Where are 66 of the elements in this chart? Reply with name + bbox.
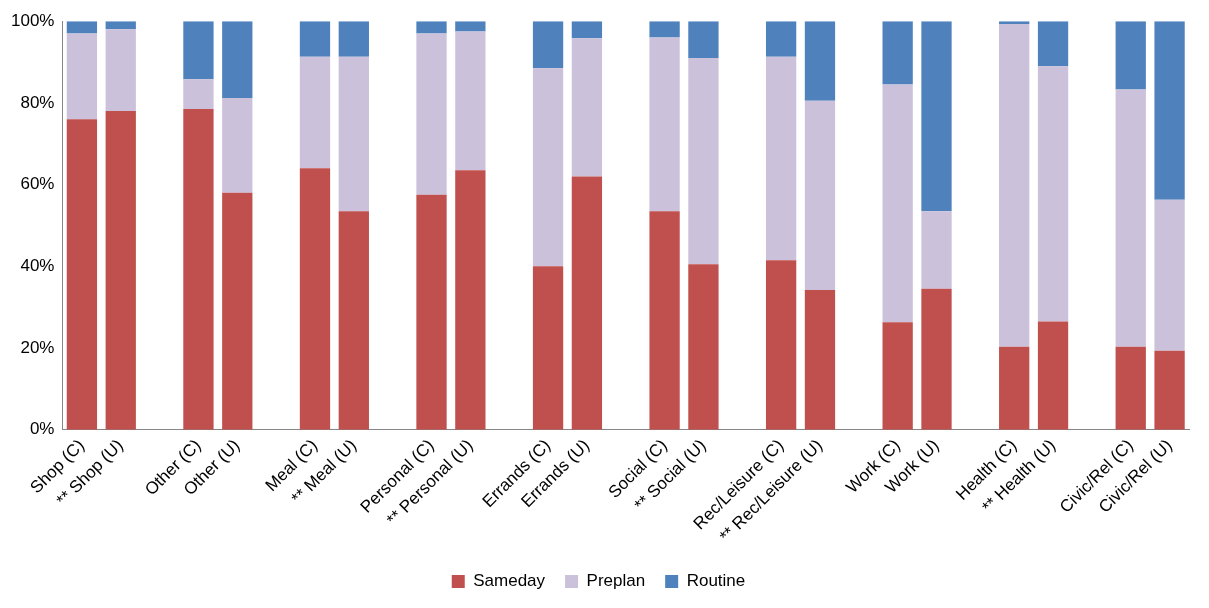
bar xyxy=(571,176,603,430)
bar xyxy=(299,21,331,57)
bar xyxy=(1115,346,1146,430)
bar xyxy=(921,21,952,212)
y-tick-label: 20% xyxy=(20,337,55,357)
bar xyxy=(765,260,797,430)
bar xyxy=(416,21,447,34)
legend-label: Routine xyxy=(686,571,746,591)
bar xyxy=(571,38,603,177)
bar xyxy=(66,119,98,430)
bar xyxy=(804,21,836,101)
bar xyxy=(921,288,952,430)
bar xyxy=(1115,89,1146,347)
bar xyxy=(455,21,486,32)
y-tick-label: 60% xyxy=(20,174,55,194)
bar xyxy=(999,346,1030,430)
bar xyxy=(222,98,253,193)
bar xyxy=(455,170,486,430)
bar xyxy=(765,56,797,261)
bar xyxy=(649,211,680,430)
bar xyxy=(1115,21,1146,90)
bar xyxy=(688,57,719,265)
bar xyxy=(1037,66,1069,322)
bar xyxy=(1037,321,1069,430)
bar xyxy=(66,33,98,120)
bar xyxy=(921,211,952,289)
bar xyxy=(183,79,214,110)
bar xyxy=(571,21,603,39)
bar xyxy=(882,322,913,430)
bar xyxy=(804,290,836,430)
bar xyxy=(183,21,214,80)
bar xyxy=(416,33,447,195)
bar xyxy=(1154,21,1185,200)
bar xyxy=(299,56,331,169)
bar xyxy=(532,21,564,69)
bar xyxy=(1037,21,1069,67)
bar xyxy=(882,84,913,323)
bar xyxy=(299,168,331,430)
bar xyxy=(804,100,836,290)
legend-label: Sameday xyxy=(473,571,546,591)
bar xyxy=(105,111,136,430)
bar xyxy=(688,21,719,58)
bar xyxy=(338,56,369,212)
bar xyxy=(338,211,369,430)
bar xyxy=(183,109,214,430)
bar xyxy=(1154,350,1185,430)
bar xyxy=(222,192,253,430)
y-tick-label: 100% xyxy=(11,10,55,30)
bar xyxy=(882,21,913,85)
bar xyxy=(765,21,797,57)
bar xyxy=(1154,199,1185,351)
bar xyxy=(338,21,369,57)
bar xyxy=(649,37,680,212)
bar xyxy=(688,264,719,430)
y-tick-label: 0% xyxy=(29,419,55,439)
bar xyxy=(532,68,564,267)
bar xyxy=(222,21,253,98)
bar xyxy=(532,266,564,430)
y-tick-label: 80% xyxy=(20,92,55,112)
bar xyxy=(999,24,1030,347)
y-tick-label: 40% xyxy=(20,255,55,275)
bar xyxy=(105,29,136,112)
bar xyxy=(455,31,486,171)
legend-label: Preplan xyxy=(586,571,646,591)
bar xyxy=(649,21,680,38)
bar xyxy=(416,194,447,430)
